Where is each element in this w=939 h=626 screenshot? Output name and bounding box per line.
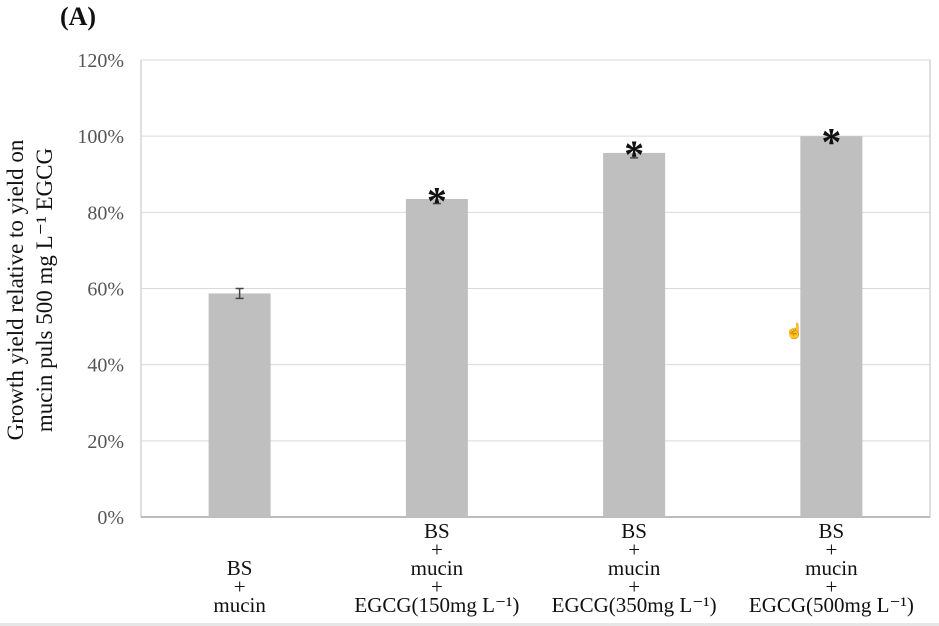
x-category-label: +: [431, 575, 443, 599]
bar: [208, 293, 271, 517]
significance-star: *: [821, 119, 841, 164]
x-category-label: +: [825, 538, 837, 562]
significance-star: *: [624, 132, 644, 177]
panel-label: (A): [60, 2, 97, 31]
significance-star: *: [427, 178, 447, 223]
x-category-label: EGCG(500mg L⁻¹): [749, 593, 914, 617]
hand-cursor-icon: ☝: [785, 324, 804, 340]
x-category-label: mucin: [608, 556, 661, 580]
y-axis-title-line: Growth yield relative to yield on: [3, 139, 28, 440]
x-category-label: +: [234, 575, 246, 599]
x-category-label: BS: [819, 519, 845, 543]
x-category-label: +: [628, 538, 640, 562]
x-category-label: BS: [227, 556, 253, 580]
bar: [603, 152, 666, 517]
x-category-label: mucin: [213, 593, 266, 617]
x-category-label: BS: [424, 519, 450, 543]
y-tick-label: 80%: [87, 202, 124, 224]
x-category-label: EGCG(350mg L⁻¹): [552, 593, 717, 617]
x-category-label: mucin: [411, 556, 464, 580]
x-category-label: +: [825, 575, 837, 599]
y-tick-label: 40%: [87, 355, 124, 377]
bar: [405, 199, 468, 518]
bar: [800, 136, 863, 517]
x-category-label: BS: [621, 519, 647, 543]
bottom-divider: [0, 623, 939, 626]
x-category-label: +: [431, 538, 443, 562]
y-tick-label: 20%: [87, 431, 124, 453]
y-axis-title: Growth yield relative to yield on mucin p…: [3, 139, 57, 440]
x-category-label: EGCG(150mg L⁻¹): [354, 593, 519, 617]
y-tick-label: 120%: [77, 50, 124, 72]
x-category-label: +: [628, 575, 640, 599]
y-tick-label: 100%: [77, 126, 124, 148]
x-category-label: mucin: [805, 556, 858, 580]
y-tick-label: 60%: [87, 279, 124, 301]
y-tick-label: 0%: [97, 507, 124, 529]
y-axis-title-line: mucin puls 500 mg L⁻¹ EGCG: [32, 148, 57, 432]
